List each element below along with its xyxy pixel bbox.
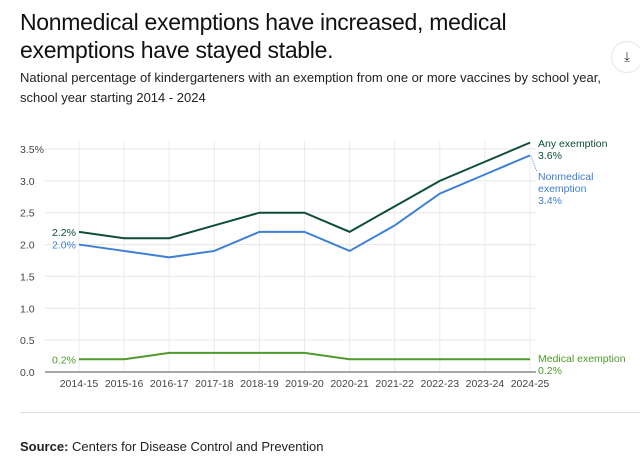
chart-title: Nonmedical exemptions have increased, me…: [20, 9, 507, 63]
end-label: 0.2%: [538, 365, 562, 377]
series-line-1: [78, 154, 531, 259]
x-tick-label: 2017-18: [195, 378, 234, 390]
end-label: 3.4%: [538, 195, 562, 207]
line-chart: 0.0 0.5 1.0 1.5 2.0 2.5 3.0 3.5% 2014-15 2015-16 2…: [20, 138, 626, 390]
series-line-0: [78, 141, 531, 240]
x-tick-label: 2018-19: [240, 378, 279, 390]
label-leader: [530, 155, 538, 173]
y-tick-label: 1.5: [20, 271, 35, 283]
source-note: Source: Centers for Disease Control and …: [20, 439, 323, 454]
source-text: Centers for Disease Control and Preventi…: [68, 439, 324, 454]
start-label: 2.0%: [52, 240, 76, 252]
y-tick-label: 0.5: [20, 335, 35, 347]
download-icon: ⤓: [624, 49, 630, 64]
x-tick-label: 2016-17: [150, 378, 189, 390]
y-tick-label: 2.5: [20, 208, 35, 220]
x-tick-label: 2022-23: [421, 378, 460, 390]
x-tick-label: 2019-20: [285, 378, 324, 390]
end-label: Any exemption: [538, 138, 608, 150]
y-tick-label: 1.0: [20, 303, 35, 315]
download-button[interactable]: ⤓: [611, 41, 640, 73]
y-tick-label: 2.0: [20, 240, 35, 252]
end-label: 3.6%: [538, 150, 562, 162]
x-tick-label: 2024-25: [511, 378, 550, 390]
x-tick-label: 2015-16: [105, 378, 144, 390]
end-label: Nonmedical: [538, 171, 593, 183]
chart-subtitle: National percentage of kindergarteners w…: [20, 70, 601, 105]
end-label: exemption: [538, 183, 587, 195]
x-tick-label: 2014-15: [60, 378, 99, 390]
end-label: Medical exemption: [538, 353, 626, 365]
divider: [20, 412, 640, 413]
start-label: 0.2%: [52, 354, 76, 366]
source-label: Source:: [20, 439, 69, 454]
start-label: 2.2%: [52, 227, 76, 239]
y-tick-label: 3.5%: [20, 144, 44, 156]
x-tick-label: 2023-24: [466, 378, 505, 390]
y-tick-label: 3.0: [20, 176, 35, 188]
x-tick-label: 2020-21: [330, 378, 369, 390]
series-line-2: [79, 351, 530, 361]
y-tick-label: 0.0: [20, 367, 35, 379]
x-tick-label: 2021-22: [375, 378, 414, 390]
